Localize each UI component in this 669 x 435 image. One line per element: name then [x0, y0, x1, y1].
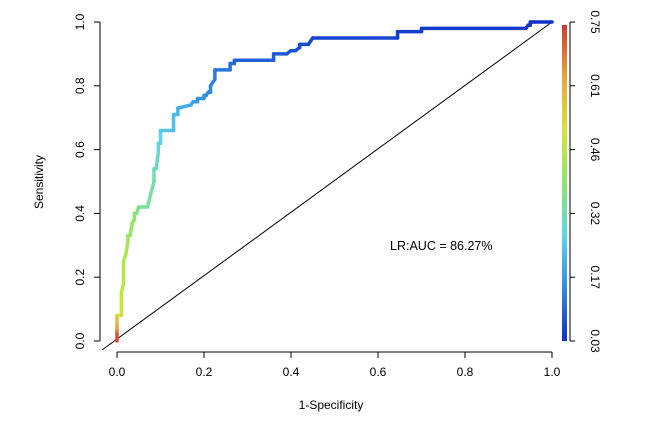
colorbar-tick-label: 0.61 [588, 74, 602, 98]
y-axis-title: Sensitivity [32, 155, 46, 209]
y-tick-label: 0.6 [73, 141, 87, 158]
colorbar-tick-label: 0.75 [588, 10, 602, 34]
x-tick-label: 1.0 [544, 365, 561, 379]
auc-annotation: LR:AUC = 86.27% [390, 239, 492, 253]
x-tick-label: 0.8 [457, 365, 474, 379]
colorbar-tick-label: 0.17 [588, 266, 602, 290]
colorbar-tick-label: 0.32 [588, 202, 602, 226]
y-tick-label: 0.2 [73, 269, 87, 286]
x-tick-label: 0.6 [370, 365, 387, 379]
roc-curve [115, 20, 554, 343]
roc-segment [123, 240, 130, 257]
colorbar-gradient [562, 25, 567, 341]
x-tick-label: 0.0 [109, 365, 126, 379]
x-axis-title: 1-Specificity [299, 398, 364, 412]
x-tick-label: 0.4 [283, 365, 300, 379]
colorbar-tick-label: 0.46 [588, 138, 602, 162]
reference-diagonal [101, 21, 553, 351]
y-tick-label: 0.0 [73, 332, 87, 349]
roc-segment [128, 221, 134, 238]
x-axis-ticks: 0.0 0.2 0.4 0.6 0.8 1.0 [109, 352, 561, 379]
roc-segment [154, 151, 161, 171]
roc-segment [145, 179, 156, 209]
colorbar-tick-label: 0.03 [588, 329, 602, 353]
y-tick-label: 0.4 [73, 205, 87, 222]
y-tick-label: 0.8 [73, 77, 87, 94]
y-axis-ticks: 0.0 0.2 0.4 0.6 0.8 1.0 [73, 13, 100, 349]
plot-area: 0.0 0.2 0.4 0.6 0.8 1.0 0.0 0.2 0.4 0.6 0.8 1.0 [73, 13, 561, 379]
colorbar-ticks: 0.03 0.17 0.32 0.46 0.61 0.75 [569, 10, 602, 353]
y-tick-label: 1.0 [73, 13, 87, 30]
colorbar-legend: 0.03 0.17 0.32 0.46 0.61 0.75 [562, 10, 602, 353]
roc-segment [176, 103, 193, 110]
x-tick-label: 0.2 [196, 365, 213, 379]
